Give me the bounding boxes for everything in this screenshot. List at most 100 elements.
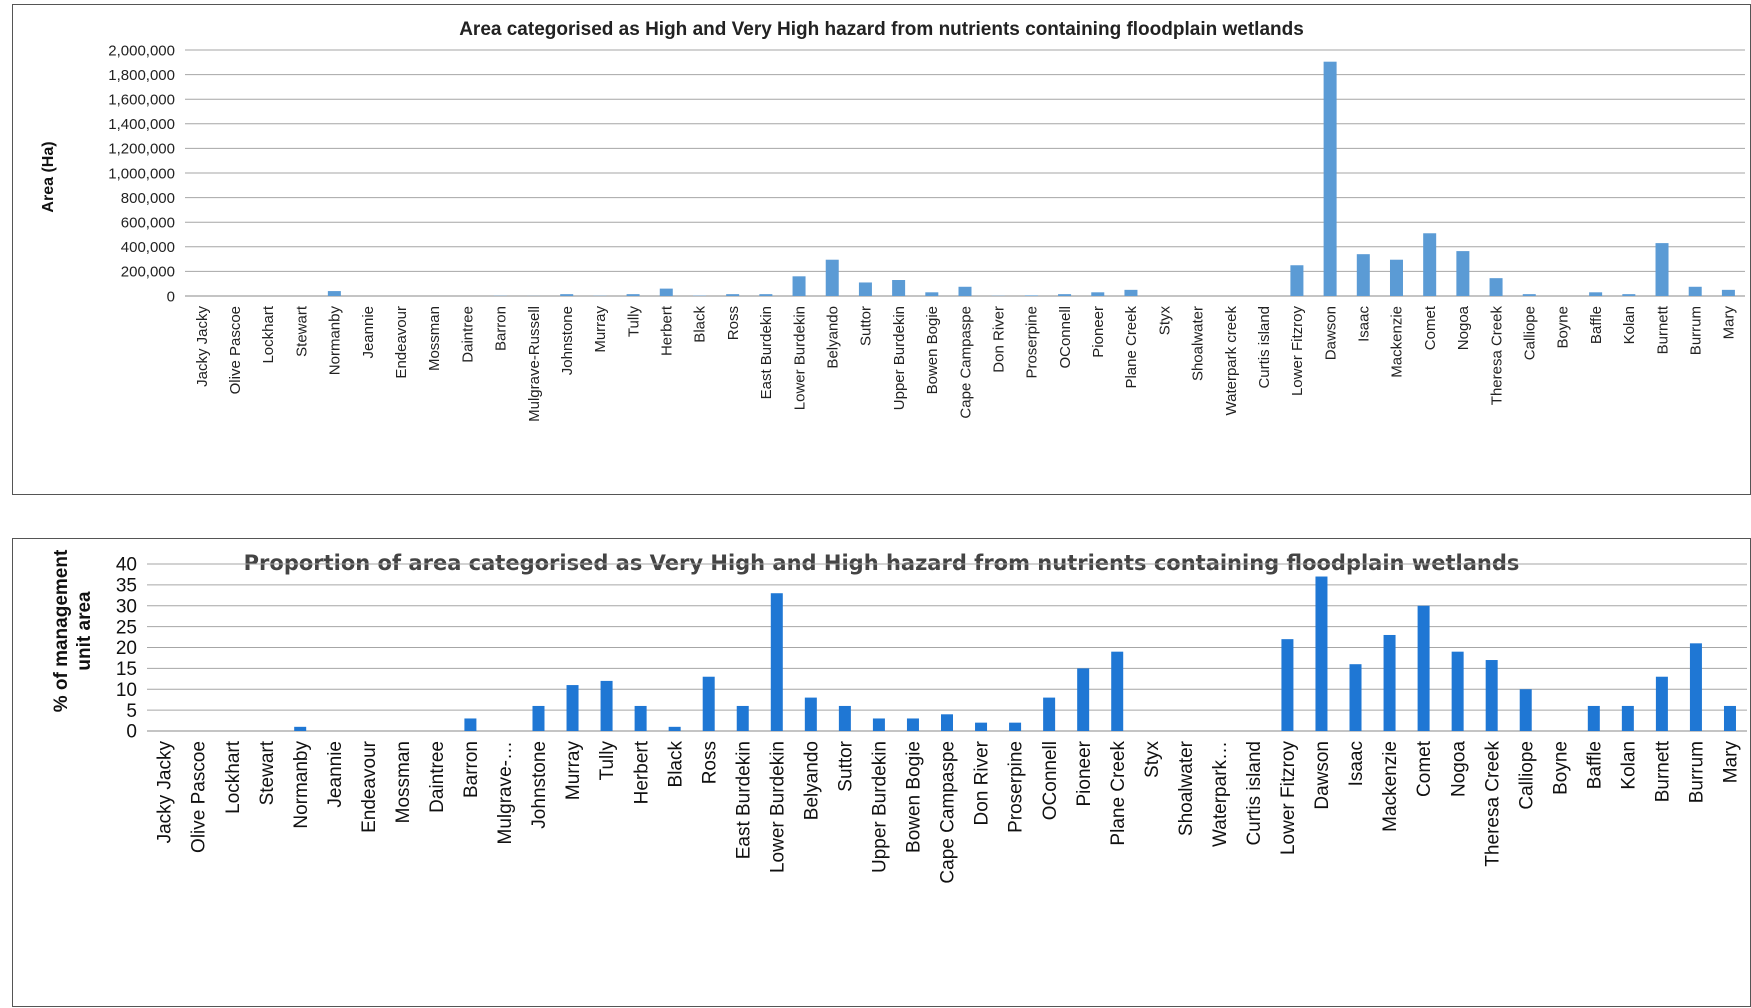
x-tick-label: Baffle [1588, 306, 1605, 344]
bar [1588, 706, 1600, 731]
x-tick-label: Bowen Bogie [904, 741, 925, 853]
y-tick-label: 35 [116, 576, 137, 597]
x-tick-label: Barron [493, 306, 510, 351]
x-tick-label: Murray [563, 741, 584, 801]
y-axis-label: Area (Ha) [40, 141, 57, 212]
bar [925, 292, 938, 296]
y-tick-label: 30 [116, 596, 137, 617]
bar [1456, 251, 1469, 296]
y-tick-label: 5 [126, 701, 137, 722]
bar [1722, 290, 1735, 296]
x-tick-label: Stewart [293, 305, 310, 357]
bar [805, 698, 817, 731]
bar [1690, 643, 1702, 731]
bar [1486, 660, 1498, 731]
bar [1689, 287, 1702, 296]
x-tick-label: Waterpark creek [1223, 306, 1240, 416]
bar [464, 718, 476, 731]
x-tick-label: East Burdekin [733, 741, 754, 859]
x-tick-label: Styx [1142, 741, 1163, 778]
x-tick-label: Mossman [393, 741, 414, 823]
x-tick-label: OConnell [1057, 306, 1074, 369]
bar [1043, 698, 1055, 731]
x-tick-label: Mackenzie [1389, 306, 1406, 378]
x-tick-label: Barron [461, 741, 482, 798]
x-tick-label: Jacky Jacky [155, 741, 176, 844]
x-tick-label: Olive Pascoe [227, 306, 244, 394]
x-tick-label: Calliope [1522, 306, 1539, 360]
x-tick-label: East Burdekin [758, 306, 775, 399]
x-tick-label: Daintree [427, 741, 448, 813]
x-tick-label: Comet [1422, 305, 1439, 350]
x-tick-label: Dawson [1312, 741, 1333, 810]
x-tick-label: Pioneer [1074, 740, 1095, 806]
x-tick-label: Isaac [1356, 306, 1373, 342]
x-tick-label: Normanby [327, 306, 344, 376]
x-tick-label: Theresa Creek [1488, 306, 1505, 406]
bar [703, 677, 715, 731]
x-tick-label: Endeavour [359, 740, 380, 833]
bar [294, 727, 306, 731]
x-tick-label: Black [665, 741, 686, 788]
bar [1656, 243, 1669, 296]
bar [1589, 292, 1602, 296]
x-tick-label: Kolan [1619, 741, 1640, 790]
x-tick-label: Lower Fitzroy [1278, 741, 1299, 856]
bar [1656, 677, 1668, 731]
bar [1058, 294, 1071, 296]
bar [873, 718, 885, 731]
y-tick-label: 800,000 [121, 190, 175, 207]
bar [941, 714, 953, 731]
x-tick-label: Styx [1156, 306, 1173, 336]
y-tick-label: 25 [116, 617, 137, 638]
bar [1452, 652, 1464, 731]
bar [726, 294, 739, 296]
x-tick-label: Burrum [1687, 306, 1704, 355]
x-tick-label: Proserpine [1006, 741, 1027, 833]
x-tick-label: Lockhart [260, 305, 277, 363]
x-tick-label: Endeavour [393, 306, 410, 379]
x-tick-label: Curtis island [1244, 741, 1265, 846]
x-tick-label: Shoalwater [1176, 740, 1197, 836]
x-tick-label: Mackenzie [1380, 741, 1401, 832]
bar [1523, 294, 1536, 296]
x-tick-label: Curtis island [1256, 306, 1273, 389]
bar [560, 294, 573, 296]
x-tick-label: Ross [725, 306, 742, 340]
bar [1009, 723, 1021, 731]
bar [737, 706, 749, 731]
bar [1390, 260, 1403, 296]
bar [1490, 278, 1503, 296]
x-tick-label: Shoalwater [1190, 306, 1207, 381]
y-axis-label: % of management [51, 549, 72, 712]
x-tick-label: Tully [597, 741, 618, 781]
x-tick-label: Lower Burdekin [767, 741, 788, 873]
y-tick-label: 400,000 [121, 239, 175, 256]
bar [859, 282, 872, 296]
x-tick-label: Nogoa [1455, 305, 1472, 350]
bar [1423, 233, 1436, 296]
bar [826, 260, 839, 296]
chart-panel-proportion: Proportion of area categorised as Very H… [12, 538, 1751, 1007]
x-tick-label: OConnell [1040, 741, 1061, 820]
x-tick-label: Jeannie [325, 741, 346, 808]
y-tick-label: 1,600,000 [108, 91, 175, 108]
x-tick-label: Upper Burdekin [870, 741, 891, 873]
x-tick-label: Kolan [1621, 306, 1638, 344]
x-tick-label: Belyando [824, 306, 841, 369]
bar [627, 294, 640, 296]
x-tick-label: Lower Burdekin [791, 306, 808, 410]
x-tick-label: Lockhart [223, 740, 244, 814]
x-tick-label: Proserpine [1024, 306, 1041, 379]
x-tick-label: Isaac [1346, 741, 1367, 786]
x-tick-label: Boyne [1550, 741, 1571, 795]
x-tick-label: Bowen Bogie [924, 306, 941, 394]
x-tick-label: Lower Fitzroy [1289, 306, 1306, 397]
x-tick-label: Jeannie [360, 306, 377, 359]
y-tick-label: 20 [116, 638, 137, 659]
y-tick-label: 1,400,000 [108, 116, 175, 133]
y-tick-label: 200,000 [121, 264, 175, 281]
y-tick-label: 2,000,000 [108, 42, 175, 59]
bar [669, 727, 681, 731]
bar [975, 723, 987, 731]
